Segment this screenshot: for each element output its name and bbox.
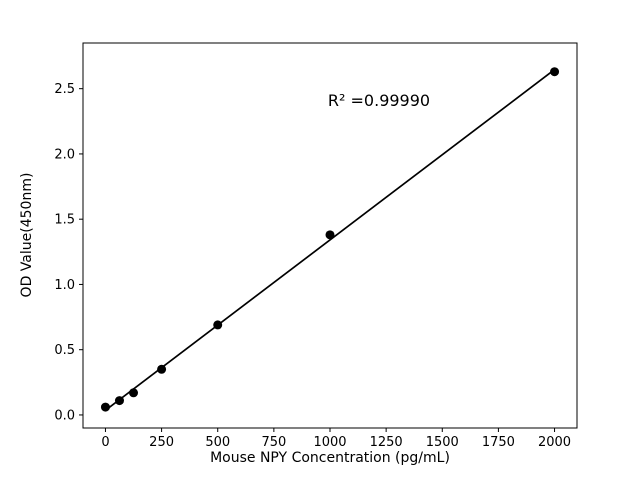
x-axis-label: Mouse NPY Concentration (pg/mL): [210, 450, 450, 466]
data-point: [129, 388, 139, 398]
x-tick-label: 1000: [313, 435, 346, 450]
y-tick-label: 0.5: [54, 343, 75, 358]
x-tick-label: 1500: [426, 435, 459, 450]
x-tick-label: 1750: [482, 435, 515, 450]
x-tick-label: 250: [149, 435, 174, 450]
r-squared-annotation: R² =0.99990: [327, 91, 431, 110]
x-tick-label: 500: [205, 435, 230, 450]
fit-line: [104, 68, 556, 411]
y-tick-label: 0.0: [54, 408, 75, 423]
x-tick-label: 2000: [538, 435, 571, 450]
data-point: [100, 402, 110, 412]
data-point: [114, 396, 124, 406]
y-tick-label: 1.0: [54, 278, 75, 293]
x-tick-label: 750: [261, 435, 286, 450]
y-axis-label: OD Value(450nm): [19, 172, 35, 298]
data-point: [213, 320, 223, 330]
x-tick-label: 1250: [370, 435, 403, 450]
y-tick-label: 2.5: [54, 82, 75, 97]
y-tick-label: 2.0: [54, 147, 75, 162]
data-point: [325, 230, 335, 240]
y-tick-label: 1.5: [54, 213, 75, 228]
data-point: [550, 67, 560, 77]
data-point: [157, 364, 167, 374]
x-tick-label: 0: [101, 435, 109, 450]
